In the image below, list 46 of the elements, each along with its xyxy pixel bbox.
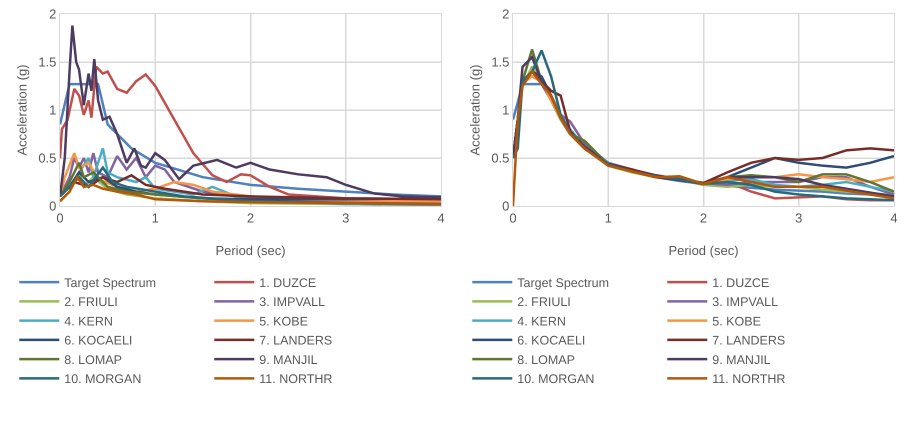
y-tick-label: 0.5	[38, 150, 56, 166]
legend-label: 6. KOCAELI	[64, 334, 132, 348]
x-axis-title: Period (sec)	[668, 243, 739, 258]
legend-label: Target Spectrum	[517, 276, 609, 290]
x-tick-label: 1	[604, 210, 612, 226]
y-tick-label: 1	[49, 102, 56, 118]
legend-label: 9. MANJIL	[259, 352, 318, 367]
y-tick-label: 2	[49, 6, 56, 22]
legend-label: 7. LANDERS	[259, 334, 332, 348]
x-tick-label: 2	[700, 210, 708, 226]
legend-label: 8. LOMAP	[517, 352, 575, 367]
legend-label: 11. NORTHR	[712, 372, 786, 386]
y-axis-title: Acceleration (g)	[467, 64, 482, 156]
x-tick-label: 4	[437, 210, 445, 226]
y-tick-label: 2	[502, 6, 510, 22]
legend-label: 5. KOBE	[259, 314, 308, 328]
legend-label: 3. IMPVALL	[259, 295, 326, 310]
legend-label: 10. MORGAN	[517, 372, 594, 386]
legend-label: 11. NORTHR	[259, 372, 332, 386]
y-tick-label: 1	[502, 102, 510, 118]
legend-label: Target Spectrum	[64, 276, 156, 290]
x-tick-label: 1	[152, 210, 159, 226]
x-axis-title: Period (sec)	[215, 243, 286, 258]
legend-label: 7. LANDERS	[712, 334, 786, 348]
legend-label: 10. MORGAN	[64, 372, 142, 386]
y-tick-label: 0	[502, 198, 510, 214]
y-tick-label: 1.5	[38, 54, 56, 70]
legend-label: 1. DUZCE	[712, 276, 770, 290]
y-tick-label: 0.5	[491, 150, 510, 166]
legend-label: 3. IMPVALL	[712, 295, 778, 310]
legend-label: 2. FRIULI	[64, 295, 118, 310]
legend-label: 5. KOBE	[712, 314, 761, 328]
legend-label: 8. LOMAP	[64, 352, 122, 367]
x-tick-label: 2	[246, 210, 254, 226]
legend-label: 9. MANJIL	[712, 352, 771, 367]
legend-label: 4. KERN	[64, 314, 113, 328]
y-tick-label: 0	[49, 198, 56, 214]
legend-label: 4. KERN	[517, 314, 566, 328]
y-axis-title: Acceleration (g)	[14, 64, 30, 156]
legend-label: 1. DUZCE	[259, 276, 316, 290]
legend-label: 6. KOCAELI	[517, 334, 586, 348]
x-tick-label: 4	[890, 210, 898, 226]
x-tick-label: 3	[795, 210, 802, 226]
x-tick-label: 3	[342, 210, 350, 226]
legend-label: 2. FRIULI	[517, 295, 571, 310]
y-tick-label: 1.5	[491, 54, 510, 70]
